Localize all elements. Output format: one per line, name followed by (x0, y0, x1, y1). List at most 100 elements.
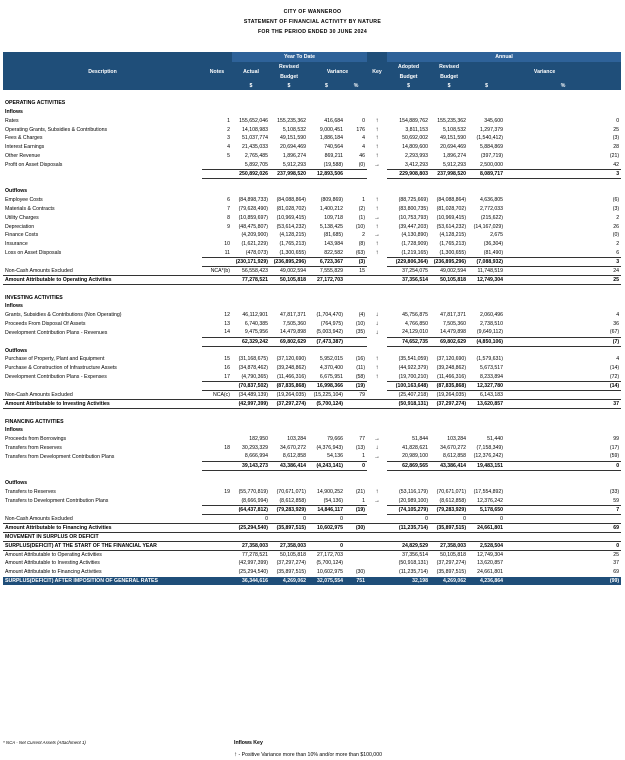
annual-variance: 13,620,857 (477, 560, 504, 567)
ytd-variance-pct: (21) (355, 489, 366, 496)
adopted-budget: 0 (425, 515, 429, 522)
adopted-budget: 62,869,565 (387, 460, 431, 471)
ytd-actual: 27,358,003 (232, 540, 270, 551)
annual-revised-budget: (81,028,702) (436, 205, 467, 212)
key-item-positive: ↑ - Positive Variance more than 10% and/… (234, 752, 382, 758)
row-description: Proceeds From Disposal Of Assets (5, 320, 86, 327)
ytd-variance: 7,555,829 (319, 267, 343, 274)
ytd-actual: 6,740,385 (244, 320, 268, 327)
adopted-budget: (11,235,714) (387, 522, 431, 533)
ytd-actual: (84,898,733) (238, 197, 268, 204)
subheading-row: Outflows (3, 346, 621, 355)
annual-variance: (215,622) (480, 214, 504, 221)
section-heading: OPERATING ACTIVITIES (5, 100, 66, 107)
ytd-variance: 14,846,117 (308, 504, 345, 515)
ytd-revised-budget: 155,235,362 (277, 117, 306, 124)
row-description: Amount Attributable to Financing Activit… (5, 569, 102, 576)
subheading-row: Inflows (3, 426, 621, 435)
ytd-variance: (5,700,124) (308, 398, 345, 409)
table-row: Purchase & Construction of Infrastructur… (3, 364, 621, 373)
annual-variance: 19,483,151 (468, 460, 506, 471)
annual-revised-budget: (84,088,864) (436, 197, 467, 204)
annual-variance-pct (505, 390, 621, 399)
adopted-budget: (74,105,279) (387, 504, 431, 515)
key-cell: ↓ (367, 444, 387, 453)
ytd-revised-budget: 8,612,858 (282, 453, 306, 460)
adopted-budget: 74,652,735 (387, 336, 431, 347)
annual-variance-pct: (99) (505, 576, 622, 586)
ytd-actual: 0 (265, 515, 268, 522)
annual-revised-budget: (35,897,515) (430, 522, 469, 533)
unit-variance: $ (308, 82, 345, 90)
period-title: FOR THE PERIOD ENDED 30 JUNE 2024 (257, 29, 368, 35)
table-row: Finance Costs (4,209,900) (4,128,215) (81,6… (3, 231, 621, 240)
row-description: Operating Grants, Subsidies & Contributi… (5, 126, 108, 133)
ytd-variance-pct: (0) (358, 161, 366, 168)
annual-revised-budget: (4,128,215) (439, 232, 467, 239)
ytd-actual: 250,892,026 (232, 168, 270, 179)
ytd-revised-budget: 50,105,818 (270, 274, 308, 285)
row-description: Non-Cash Amounts Excluded (5, 267, 73, 274)
row-note: 15 (224, 356, 230, 363)
ytd-variance-pct (345, 550, 367, 559)
unit-actual: $ (232, 82, 270, 90)
unit-annual-variance-pct: % (505, 82, 622, 90)
row-note (202, 550, 232, 559)
variance-header: Variance (308, 62, 368, 82)
ytd-variance-pct: (19) (345, 504, 368, 515)
spacer-row (3, 178, 621, 187)
key-cell: ↑ (367, 116, 387, 125)
annual-variance-pct: 6 (616, 249, 620, 256)
annual-variance-pct: 25 (505, 274, 622, 285)
row-note: 12 (224, 312, 230, 319)
table-row: Proceeds from Borrowings 182,950 103,284 79… (3, 435, 621, 444)
annual-revised-budget: 8,612,858 (442, 453, 467, 460)
annual-variance: 2,060,496 (479, 312, 504, 319)
annual-variance: 8,233,894 (479, 373, 504, 380)
ytd-variance-pct: 1 (362, 453, 366, 460)
annual-variance-pct: 4 (616, 356, 620, 363)
subheading-row: Outflows (3, 479, 621, 488)
annual-variance: (17,554,892) (473, 489, 504, 496)
ytd-variance: 16,998,366 (308, 380, 345, 391)
key-cell: ↓ (367, 328, 387, 337)
annual-variance: 4,236,864 (468, 576, 506, 586)
annual-revised-budget: 27,358,003 (430, 540, 469, 551)
key-cell (367, 461, 387, 470)
row-description: SURPLUS(DEFICIT) AFTER IMPOSITION OF GEN… (3, 576, 202, 586)
key-cell (367, 568, 387, 577)
ytd-variance-pct: 2 (362, 232, 366, 239)
annual-variance: 5,884,869 (479, 144, 504, 151)
annual-variance: 345,600 (484, 117, 504, 124)
unit-annual-variance: $ (468, 82, 506, 90)
table-row: Development Contribution Plans - Revenue… (3, 328, 621, 337)
up-arrow-icon: ↑ (375, 205, 379, 212)
annual-variance-pct: (33) (609, 489, 620, 496)
annual-revised-budget: (10,969,415) (436, 214, 467, 221)
ytd-variance: (7,473,387) (308, 336, 345, 347)
annual-variance-pct: 25 (613, 126, 620, 133)
ytd-variance-pct: (16) (355, 356, 366, 363)
row-note (202, 380, 232, 391)
ytd-variance-pct (345, 168, 368, 179)
adopted-budget: 32,198 (387, 576, 431, 586)
section-heading: FINANCING ACTIVITIES (5, 418, 64, 425)
annual-variance-pct: 69 (505, 522, 622, 533)
annual-variance: 6,143,183 (479, 391, 504, 398)
adopted-budget-header-line2: Budget (387, 72, 431, 82)
annual-variance: (81,490) (483, 249, 504, 256)
row-description: Materials & Contracts (5, 205, 55, 212)
spacer-cell (3, 90, 621, 99)
annual-variance-pct: (0) (612, 232, 620, 239)
adopted-budget: (50,918,131) (387, 398, 431, 409)
adopted-budget: 3,811,153 (405, 126, 429, 133)
adopted-budget: (229,806,364) (387, 256, 431, 267)
table-row: Profit on Asset Disposals 5,892,705 5,912,… (3, 160, 621, 169)
ytd-revised-budget: (1,765,213) (279, 241, 306, 248)
row-description: Utility Charges (5, 214, 39, 221)
adopted-budget: 37,254,075 (402, 267, 429, 274)
annual-revised-header-line1: Revised (430, 62, 469, 72)
annual-variance: 2,772,033 (479, 205, 504, 212)
subheading: Inflows (5, 303, 23, 310)
table-row: 39,143,273 43,386,414 (4,243,141) 0 62,869,5… (3, 460, 622, 471)
